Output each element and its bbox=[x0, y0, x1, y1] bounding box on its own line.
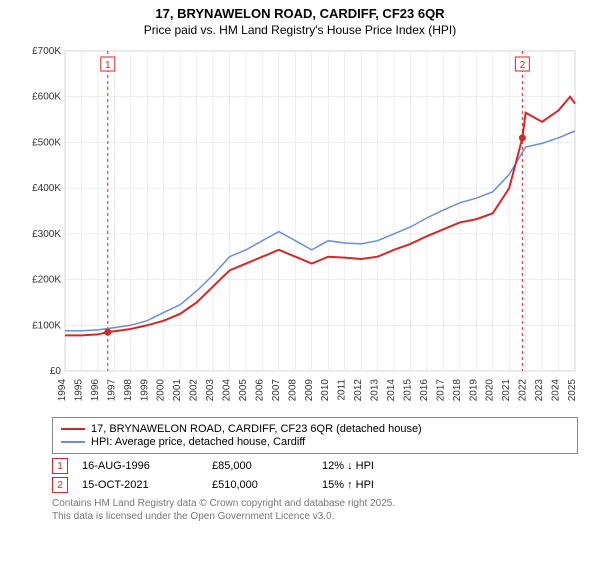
chart-subtitle: Price paid vs. HM Land Registry's House … bbox=[0, 23, 600, 37]
svg-text:2011: 2011 bbox=[337, 379, 348, 401]
legend-label: HPI: Average price, detached house, Card… bbox=[91, 436, 305, 448]
svg-text:2004: 2004 bbox=[222, 379, 233, 402]
svg-text:2019: 2019 bbox=[468, 379, 479, 402]
svg-text:2007: 2007 bbox=[271, 379, 282, 402]
svg-text:2013: 2013 bbox=[370, 379, 381, 402]
marker-delta: 15% ↑ HPI bbox=[322, 479, 442, 491]
legend-swatch bbox=[61, 428, 85, 430]
svg-text:2006: 2006 bbox=[254, 379, 265, 402]
svg-text:2017: 2017 bbox=[435, 379, 446, 402]
svg-text:2020: 2020 bbox=[485, 379, 496, 402]
svg-text:2002: 2002 bbox=[189, 379, 200, 402]
svg-text:2012: 2012 bbox=[353, 379, 364, 402]
svg-text:2015: 2015 bbox=[402, 379, 413, 402]
attribution-line: This data is licensed under the Open Gov… bbox=[52, 510, 578, 523]
svg-text:1998: 1998 bbox=[123, 379, 134, 402]
svg-text:1997: 1997 bbox=[106, 379, 117, 402]
svg-text:2022: 2022 bbox=[518, 379, 529, 402]
marker-price: £510,000 bbox=[212, 479, 322, 491]
svg-text:2009: 2009 bbox=[304, 379, 315, 402]
legend: 17, BRYNAWELON ROAD, CARDIFF, CF23 6QR (… bbox=[52, 417, 578, 454]
marker-date: 15-OCT-2021 bbox=[82, 479, 212, 491]
svg-text:2016: 2016 bbox=[419, 379, 430, 402]
svg-text:£700K: £700K bbox=[32, 46, 61, 57]
svg-text:1999: 1999 bbox=[139, 379, 150, 402]
svg-text:2021: 2021 bbox=[501, 379, 512, 402]
attribution-line: Contains HM Land Registry data © Crown c… bbox=[52, 497, 578, 510]
svg-text:£400K: £400K bbox=[32, 183, 61, 194]
svg-text:2025: 2025 bbox=[567, 379, 578, 402]
svg-text:2: 2 bbox=[520, 60, 526, 71]
svg-text:£100K: £100K bbox=[32, 320, 61, 331]
svg-text:1994: 1994 bbox=[57, 379, 68, 402]
marker-badge: 1 bbox=[52, 458, 68, 474]
legend-row: HPI: Average price, detached house, Card… bbox=[61, 436, 569, 448]
svg-text:2018: 2018 bbox=[452, 379, 463, 402]
svg-text:£0: £0 bbox=[50, 366, 62, 377]
svg-text:2010: 2010 bbox=[320, 379, 331, 402]
chart-svg: £0 £100K £200K £300K £400K £500K £600K £700K 199… bbox=[15, 41, 585, 411]
marker-badge: 2 bbox=[52, 477, 68, 493]
svg-text:2003: 2003 bbox=[205, 379, 216, 402]
marker-table-row: 2 15-OCT-2021£510,00015% ↑ HPI bbox=[52, 477, 578, 493]
svg-text:1995: 1995 bbox=[73, 379, 84, 402]
svg-text:2024: 2024 bbox=[551, 379, 562, 402]
svg-text:1: 1 bbox=[105, 60, 111, 71]
svg-text:2005: 2005 bbox=[238, 379, 249, 402]
svg-text:2014: 2014 bbox=[386, 379, 397, 402]
attribution: Contains HM Land Registry data © Crown c… bbox=[52, 497, 578, 523]
svg-text:£500K: £500K bbox=[32, 137, 61, 148]
svg-text:2008: 2008 bbox=[287, 379, 298, 402]
svg-text:2000: 2000 bbox=[156, 379, 167, 402]
marker-table-row: 1 16-AUG-1996£85,00012% ↓ HPI bbox=[52, 458, 578, 474]
marker-price: £85,000 bbox=[212, 460, 322, 472]
svg-text:£300K: £300K bbox=[32, 229, 61, 240]
marker-delta: 12% ↓ HPI bbox=[322, 460, 442, 472]
svg-text:2001: 2001 bbox=[172, 379, 183, 402]
marker-table: 1 16-AUG-1996£85,00012% ↓ HPI 2 15-OCT-2021… bbox=[52, 458, 578, 493]
legend-swatch bbox=[61, 441, 85, 443]
legend-row: 17, BRYNAWELON ROAD, CARDIFF, CF23 6QR (… bbox=[61, 423, 569, 435]
svg-text:£200K: £200K bbox=[32, 275, 61, 286]
svg-text:2023: 2023 bbox=[534, 379, 545, 402]
legend-label: 17, BRYNAWELON ROAD, CARDIFF, CF23 6QR (… bbox=[91, 423, 422, 435]
svg-text:£600K: £600K bbox=[32, 92, 61, 103]
marker-date: 16-AUG-1996 bbox=[82, 460, 212, 472]
chart-title: 17, BRYNAWELON ROAD, CARDIFF, CF23 6QR bbox=[0, 6, 600, 21]
chart-area: £0 £100K £200K £300K £400K £500K £600K £700K 199… bbox=[15, 41, 585, 411]
svg-text:1996: 1996 bbox=[90, 379, 101, 402]
